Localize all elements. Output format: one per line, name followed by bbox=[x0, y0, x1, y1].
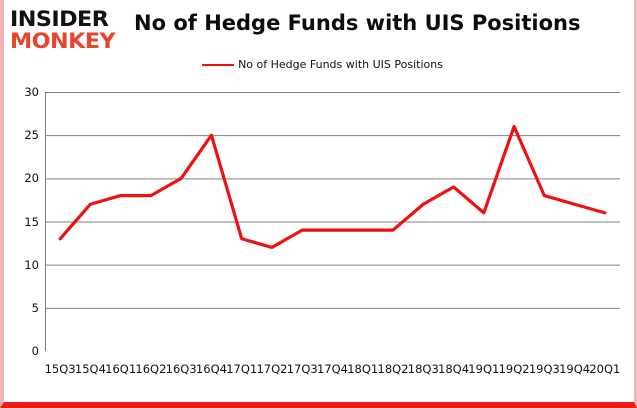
line-chart-svg bbox=[45, 92, 620, 351]
y-axis-label: 30 bbox=[24, 85, 39, 99]
x-axis-label: 17Q3 bbox=[286, 362, 318, 376]
y-axis-label: 20 bbox=[24, 171, 39, 186]
x-axis-label: 16Q2 bbox=[135, 362, 167, 376]
x-axis-label: 17Q1 bbox=[226, 362, 258, 376]
x-axis-label: 16Q3 bbox=[165, 362, 197, 376]
insider-monkey-logo: INSIDER MONKEY bbox=[10, 9, 122, 53]
x-axis-label: 18Q4 bbox=[438, 362, 470, 376]
chart-legend: No of Hedge Funds with UIS Positions bbox=[4, 58, 637, 71]
chart-title: No of Hedge Funds with UIS Positions bbox=[134, 11, 581, 35]
y-axis-label: 25 bbox=[24, 128, 39, 143]
x-axis-label: 19Q4 bbox=[559, 362, 591, 376]
legend-color-swatch bbox=[202, 63, 235, 66]
legend-label: No of Hedge Funds with UIS Positions bbox=[238, 58, 443, 71]
x-axis-label: 19Q1 bbox=[468, 362, 500, 376]
data-series-line bbox=[58, 124, 607, 249]
x-axis-label: 15Q4 bbox=[74, 362, 106, 376]
x-axis-label: 19Q2 bbox=[498, 362, 530, 376]
y-axis-label: 5 bbox=[31, 300, 39, 315]
x-axis-label: 18Q3 bbox=[407, 362, 439, 376]
y-axis-tick-labels: 0 5 10 15 20 25 30 bbox=[4, 85, 39, 358]
x-axis-label: 19Q3 bbox=[528, 362, 560, 376]
y-axis-label: 0 bbox=[31, 344, 39, 358]
logo-line-monkey: MONKEY bbox=[10, 29, 116, 53]
gridlines bbox=[45, 92, 620, 309]
y-axis-label: 10 bbox=[24, 257, 39, 272]
x-axis-label: 16Q4 bbox=[195, 362, 227, 376]
x-axis-label: 17Q2 bbox=[256, 362, 288, 376]
y-axis-label: 15 bbox=[24, 214, 39, 229]
x-axis-label: 18Q2 bbox=[377, 362, 409, 376]
plot-area bbox=[45, 92, 620, 351]
x-axis-label: 17Q4 bbox=[316, 362, 349, 376]
logo-line-insider: INSIDER bbox=[10, 7, 109, 31]
x-axis-tick-labels: 15Q3 15Q4 16Q1 16Q2 16Q3 16Q4 17Q1 17Q2 17Q3 17Q4… bbox=[44, 362, 621, 384]
x-axis-label: 20Q1 bbox=[589, 362, 621, 376]
x-axis-label: 15Q3 bbox=[44, 362, 76, 376]
x-axis-label: 18Q1 bbox=[347, 362, 379, 376]
x-axis-label: 16Q1 bbox=[105, 362, 137, 376]
